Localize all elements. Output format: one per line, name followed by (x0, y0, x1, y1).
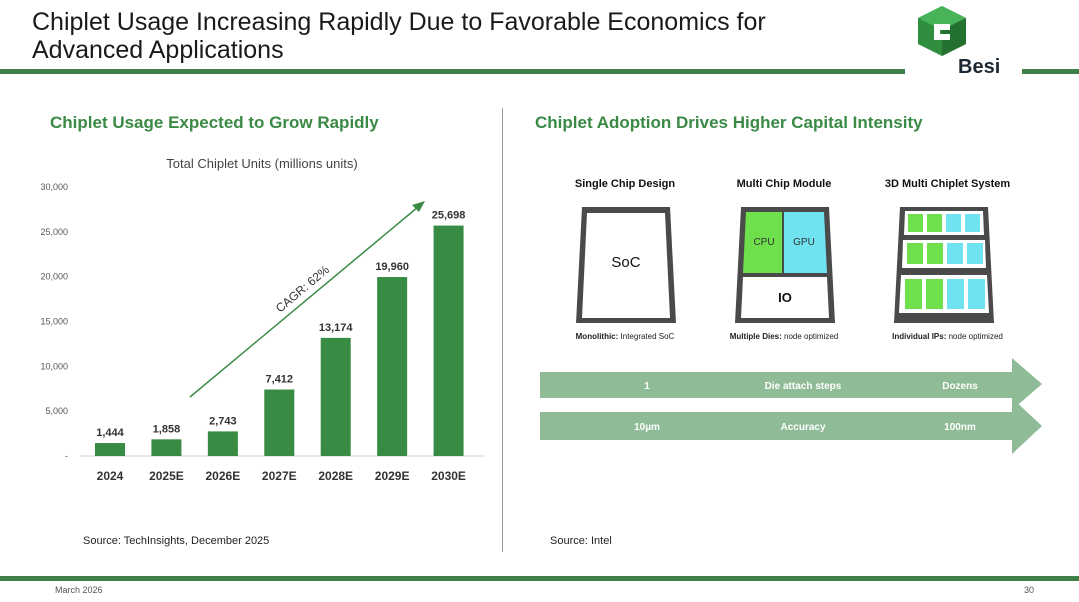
caption-monolithic: Monolithic: Integrated SoC (575, 332, 675, 341)
bar (433, 225, 464, 456)
bar-value-label: 1,444 (96, 427, 124, 439)
caption-individual-ips: Individual IPs: node optimized (892, 332, 1003, 341)
header-rule (0, 69, 905, 74)
die-attach-arrow: 1 Die attach steps Dozens (540, 358, 1042, 410)
bar-chart: Total Chiplet Units (millions units) - 5,0… (40, 156, 485, 483)
bar-value-label: 13,174 (319, 322, 354, 334)
bar-value-label: 1,858 (153, 423, 181, 435)
y-tick-label: 5,000 (45, 406, 68, 416)
y-tick-label: 15,000 (40, 317, 68, 327)
chiplet-layer-2 (902, 240, 986, 268)
chart-title: Total Chiplet Units (millions units) (166, 156, 357, 171)
multi-chip-module-diagram: CPU GPU IO (735, 207, 835, 323)
y-tick-label: 30,000 (40, 182, 68, 192)
chiplet-layer-1 (904, 211, 984, 235)
besi-hexagon-logo-icon (918, 6, 966, 56)
3d-multi-chiplet-diagram (894, 207, 994, 323)
chiplet-layer-3 (899, 275, 989, 313)
bar-value-label: 7,412 (266, 374, 294, 386)
accuracy-arrow: 10µm Accuracy 100nm (540, 398, 1042, 454)
x-tick-label: 2029E (375, 469, 410, 483)
y-tick-label: 10,000 (40, 361, 68, 371)
x-tick-label: 2028E (318, 469, 353, 483)
gpu-label: GPU (793, 237, 815, 248)
soc-chip-diagram: SoC (576, 207, 676, 323)
die-attach-middle: Die attach steps (765, 381, 842, 392)
cagr-trend-line (189, 206, 419, 398)
column-heading-single-chip: Single Chip Design (574, 178, 676, 190)
bar-value-label: 25,698 (432, 210, 466, 222)
right-source: Source: Intel (550, 535, 612, 547)
x-tick-label: 2026E (206, 469, 241, 483)
bar (377, 277, 408, 456)
x-tick-label: 2027E (262, 469, 297, 483)
bar (320, 337, 351, 456)
footer-rule (0, 576, 1079, 581)
accuracy-left: 10µm (634, 422, 660, 433)
title-line-1: Chiplet Usage Increasing Rapidly Due to … (32, 8, 766, 36)
vertical-divider (502, 108, 503, 552)
header-rule-right (1022, 69, 1079, 74)
bar (151, 439, 182, 456)
cpu-label: CPU (753, 237, 774, 248)
accuracy-right: 100nm (944, 422, 976, 433)
title-line-2: Advanced Applications (32, 36, 284, 64)
soc-label: SoC (611, 254, 640, 271)
bar-value-label: 2,743 (209, 415, 237, 427)
y-tick-label: 20,000 (40, 272, 68, 282)
page-number: 30 (1024, 585, 1035, 595)
column-heading-3d-chiplet: 3D Multi Chiplet System (884, 178, 1011, 190)
column-heading-multi-chip: Multi Chip Module (736, 178, 832, 190)
y-tick-label: - (65, 451, 68, 461)
left-source: Source: TechInsights, December 2025 (83, 535, 270, 547)
die-attach-left: 1 (644, 381, 650, 392)
bar (207, 431, 238, 456)
io-label: IO (778, 290, 792, 305)
die-attach-right: Dozens (942, 381, 978, 392)
y-tick-label: 25,000 (40, 227, 68, 237)
footer-date: March 2026 (55, 585, 103, 595)
x-tick-label: 2030E (431, 469, 466, 483)
left-section-title: Chiplet Usage Expected to Grow Rapidly (50, 113, 379, 132)
bar (95, 443, 125, 456)
caption-multiple-dies: Multiple Dies: node optimized (729, 332, 839, 341)
accuracy-middle: Accuracy (780, 422, 825, 433)
bar-value-label: 19,960 (375, 261, 409, 273)
page-title: Chiplet Usage Increasing Rapidly Due to … (32, 8, 892, 64)
bar (264, 389, 295, 456)
logo-wordmark: Besi (958, 56, 1001, 78)
x-tick-label: 2025E (149, 469, 184, 483)
cagr-annotation: CAGR: 62% (273, 262, 332, 315)
x-tick-label: 2024 (97, 469, 124, 483)
cagr-arrowhead-icon (412, 201, 425, 212)
right-section-title: Chiplet Adoption Drives Higher Capital I… (535, 113, 923, 132)
